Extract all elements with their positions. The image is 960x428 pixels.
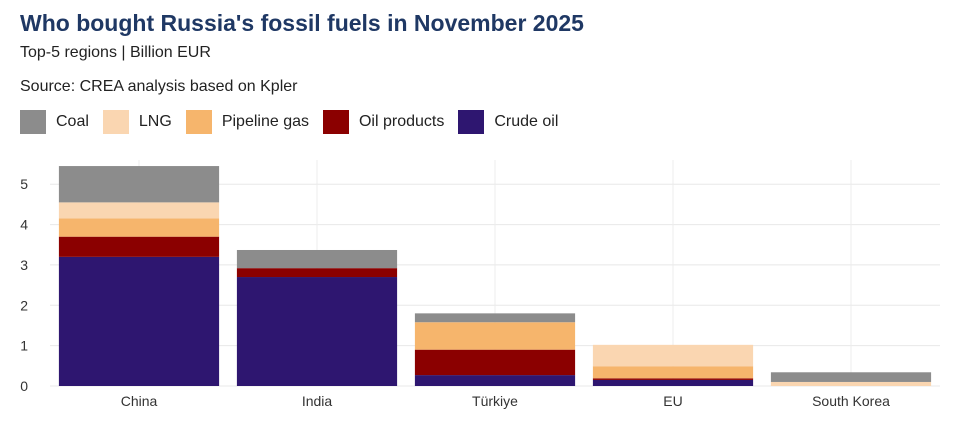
x-tick-label: India bbox=[302, 393, 333, 409]
legend-label-pipeline-gas: Pipeline gas bbox=[221, 113, 309, 130]
bar-segment-oil-products bbox=[592, 378, 754, 380]
legend-label-coal: Coal bbox=[56, 113, 89, 130]
bar-segment-crude-oil bbox=[58, 256, 220, 386]
y-tick-label: 0 bbox=[20, 378, 28, 394]
bar-segment-pipeline-gas bbox=[414, 322, 576, 350]
y-tick-label: 3 bbox=[20, 257, 28, 273]
bar-segment-crude-oil bbox=[414, 375, 576, 386]
bar-segment-lng bbox=[770, 381, 932, 386]
bar-segment-crude-oil bbox=[236, 277, 398, 386]
legend-swatch-lng bbox=[102, 110, 129, 134]
x-tick-label: China bbox=[121, 393, 158, 409]
bar-segment-oil-products bbox=[414, 349, 576, 376]
y-tick-label: 2 bbox=[20, 297, 28, 313]
legend-label-crude-oil: Crude oil bbox=[494, 113, 559, 130]
x-tick-label: South Korea bbox=[812, 393, 890, 409]
legend-item-crude-oil: Crude oil bbox=[458, 110, 558, 134]
bar-chart: 0 1 2 3 4 5 China India Türkiye EU South Korea bbox=[20, 160, 940, 409]
bar-segment-coal bbox=[770, 372, 932, 382]
bar-segment-coal bbox=[414, 313, 576, 323]
bar-segment-lng bbox=[58, 202, 220, 219]
legend-swatch-oil-products bbox=[322, 110, 349, 134]
legend-label-oil-products: Oil products bbox=[358, 113, 445, 130]
bar-segment-coal bbox=[236, 249, 398, 269]
legend-item-oil-products: Oil products bbox=[322, 110, 445, 134]
y-tick-label: 4 bbox=[20, 217, 28, 233]
chart-title: Who bought Russia's fossil fuels in Nove… bbox=[20, 10, 584, 36]
legend-swatch-pipeline-gas bbox=[185, 110, 212, 134]
legend-label-lng: LNG bbox=[138, 113, 172, 130]
chart-subtitle: Top-5 regions | Billion EUR bbox=[20, 44, 211, 61]
bar-segment-coal bbox=[58, 166, 220, 203]
bar-segment-pipeline-gas bbox=[58, 218, 220, 237]
chart-legend: Coal LNG Pipeline gas Oil products Crude oil bbox=[20, 110, 572, 134]
legend-item-coal: Coal bbox=[20, 110, 89, 134]
bar-segment-crude-oil bbox=[592, 379, 754, 386]
chart-source: Source: CREA analysis based on Kpler bbox=[20, 78, 298, 95]
bar-segment-lng bbox=[592, 344, 754, 367]
bar-segment-pipeline-gas bbox=[592, 366, 754, 379]
x-tick-label: EU bbox=[663, 393, 682, 409]
bar-segment-oil-products bbox=[236, 268, 398, 278]
bar-segment-oil-products bbox=[58, 236, 220, 257]
legend-swatch-crude-oil bbox=[458, 110, 485, 134]
x-tick-label: Türkiye bbox=[472, 393, 518, 409]
y-tick-label: 1 bbox=[20, 338, 28, 354]
legend-item-lng: LNG bbox=[102, 110, 172, 134]
legend-item-pipeline-gas: Pipeline gas bbox=[185, 110, 309, 134]
y-tick-label: 5 bbox=[20, 176, 28, 192]
legend-swatch-coal bbox=[20, 110, 46, 134]
